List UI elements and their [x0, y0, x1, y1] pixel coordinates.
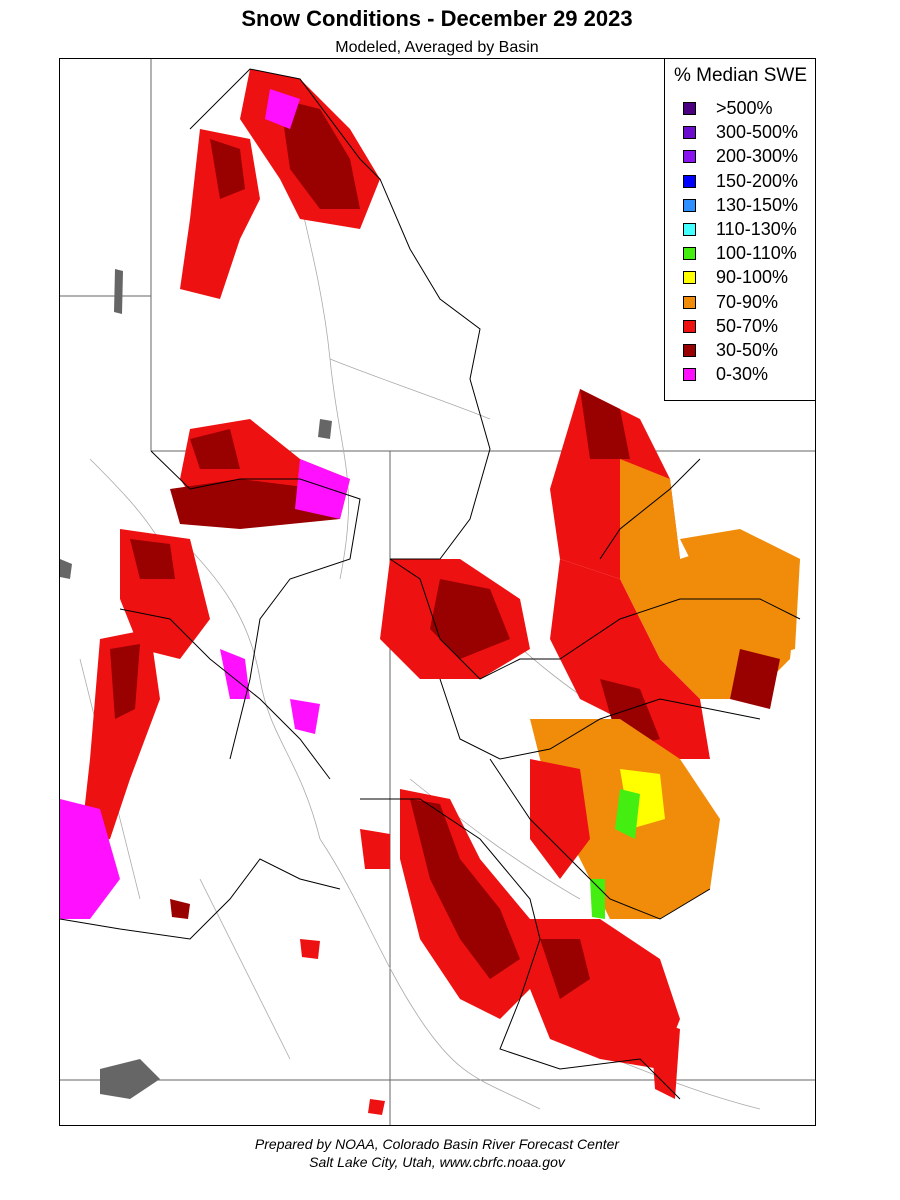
snow-area — [430, 579, 510, 659]
snow-area — [550, 559, 710, 759]
basin-boundary — [439, 678, 761, 760]
snow-area — [130, 539, 175, 579]
legend-title: % Median SWE — [673, 65, 808, 86]
basin-boundary — [360, 798, 681, 1100]
legend-label: 200-300% — [716, 145, 799, 166]
lakes — [60, 269, 332, 1099]
legend-swatch — [683, 101, 696, 115]
snow-area — [368, 1099, 385, 1115]
basin-boundary — [189, 68, 491, 560]
lake — [318, 419, 332, 439]
legend-swatch — [683, 367, 696, 381]
snow-area — [220, 649, 250, 699]
snow-area — [680, 529, 800, 659]
footer-credit: Prepared by NOAA, Colorado Basin River F… — [254, 1136, 620, 1152]
snow-area — [110, 644, 140, 719]
river — [409, 778, 581, 900]
basin-boundary — [389, 558, 801, 680]
legend-label: 0-30% — [716, 363, 769, 384]
legend-item: 50-70% — [683, 316, 778, 336]
legend-label: >500% — [716, 97, 773, 118]
snow-area — [615, 789, 640, 839]
legend-swatch — [683, 125, 696, 139]
legend-label: 30-50% — [716, 339, 779, 360]
basin-boundary — [489, 758, 711, 920]
snow-area — [590, 879, 605, 919]
river — [319, 838, 541, 1110]
basin-boundary — [60, 858, 341, 940]
basin-map — [60, 59, 815, 1125]
snow-area — [360, 829, 390, 869]
map-title: Snow Conditions - December 29 2023 — [241, 6, 633, 31]
river — [179, 538, 321, 840]
legend-swatch — [683, 343, 696, 357]
legend-item: 300-500% — [683, 122, 798, 142]
snow-area — [295, 459, 350, 519]
snow-area — [80, 629, 160, 849]
snow-area — [290, 699, 320, 734]
snow-area — [190, 429, 240, 469]
legend-item: 150-200% — [683, 171, 798, 191]
legend-label: 300-500% — [716, 121, 799, 142]
basin-boundary — [150, 450, 361, 760]
lake — [60, 559, 72, 579]
legend-swatch — [683, 270, 696, 284]
legend-swatch — [683, 246, 696, 260]
snow-area — [530, 759, 590, 879]
legend-swatch — [683, 295, 696, 309]
snow-area — [540, 939, 590, 999]
legend-label: 110-130% — [716, 218, 797, 239]
legend-swatch — [683, 198, 696, 212]
legend-swatch — [683, 149, 696, 163]
legend-item: 30-50% — [683, 340, 778, 360]
legend-label: 150-200% — [716, 170, 799, 191]
river — [329, 358, 491, 420]
legend-item: 0-30% — [683, 364, 768, 384]
legend-swatch — [683, 174, 696, 188]
legend-item: 70-90% — [683, 292, 778, 312]
legend-label: 130-150% — [716, 194, 799, 215]
snow-area — [210, 139, 245, 199]
footer-url: Salt Lake City, Utah, www.cbrfc.noaa.gov — [309, 1154, 565, 1170]
basin-boundary — [119, 608, 331, 780]
lake — [100, 1059, 160, 1099]
snow-area — [730, 649, 780, 709]
snow-area — [265, 89, 300, 129]
legend: % Median SWE >500% 300-500% 200-300% 150… — [664, 59, 815, 401]
basin-outlines — [60, 68, 801, 1100]
river — [199, 878, 291, 1060]
legend-item: 90-100% — [683, 267, 788, 287]
legend-label: 70-90% — [716, 291, 779, 312]
snow-area — [410, 799, 520, 979]
snow-area — [650, 1019, 680, 1099]
legend-item: >500% — [683, 98, 773, 118]
legend-label: 50-70% — [716, 315, 779, 336]
legend-item: 100-110% — [683, 243, 797, 263]
legend-swatch — [683, 222, 696, 236]
snow-area — [60, 799, 120, 919]
lake — [114, 269, 123, 314]
legend-item: 130-150% — [683, 195, 798, 215]
legend-item: 110-130% — [683, 219, 797, 239]
basin-boundary — [599, 458, 701, 560]
snow-area — [280, 99, 360, 209]
snow-areas — [60, 69, 800, 1115]
map-subtitle: Modeled, Averaged by Basin — [335, 39, 539, 56]
legend-swatch — [683, 319, 696, 333]
legend-label: 100-110% — [716, 242, 797, 263]
legend-item: 200-300% — [683, 146, 798, 166]
snow-area — [170, 899, 190, 919]
snow-area — [300, 939, 320, 959]
legend-label: 90-100% — [716, 266, 789, 287]
snow-area — [580, 389, 630, 459]
